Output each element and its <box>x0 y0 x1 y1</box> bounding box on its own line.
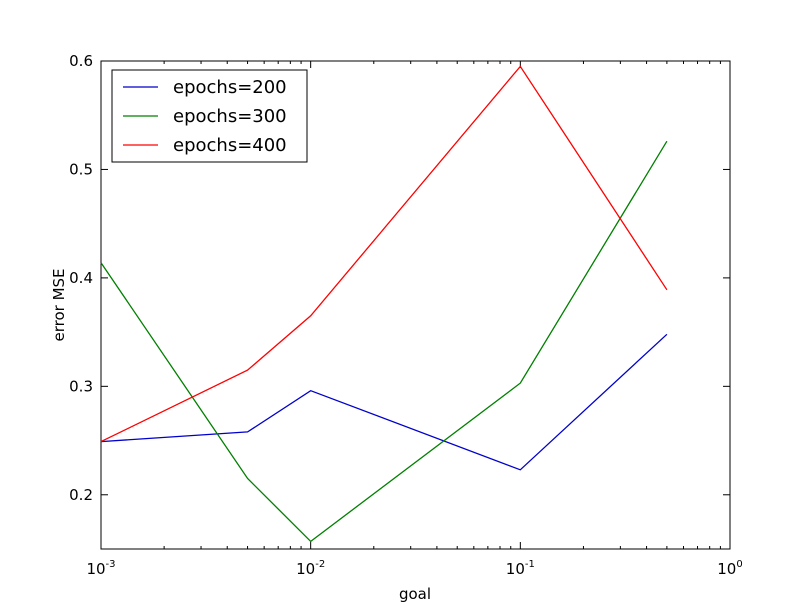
y-tick-label: 0.3 <box>69 377 93 395</box>
y-tick-label: 0.4 <box>69 269 93 287</box>
x-tick-label-exponent: 0 <box>736 559 742 570</box>
legend: epochs=200 epochs=300 epochs=400 <box>111 69 308 163</box>
x-tick-label-base: 10 <box>506 560 525 578</box>
y-axis-label: error MSE <box>50 268 68 341</box>
x-tick-label: 100 <box>717 559 742 578</box>
legend-label: epochs=200 <box>173 77 287 98</box>
series-line <box>100 140 668 543</box>
y-tick-label: 0.6 <box>69 52 93 70</box>
series-line <box>100 333 668 471</box>
x-tick-label-base: 10 <box>717 560 736 578</box>
x-tick-label-exponent: -1 <box>525 559 535 570</box>
series-lines <box>100 65 668 543</box>
x-tick-label: 10-1 <box>506 559 535 578</box>
x-tick-label: 10-2 <box>296 559 325 578</box>
x-tick-label-exponent: -2 <box>315 559 325 570</box>
x-tick-label-base: 10 <box>296 560 315 578</box>
y-tick-label: 0.5 <box>69 160 93 178</box>
x-tick-label-base: 10 <box>86 560 105 578</box>
legend-label: epochs=300 <box>173 106 287 127</box>
x-axis-label: goal <box>399 585 431 603</box>
legend-label: epochs=400 <box>173 135 287 156</box>
x-tick-label: 10-3 <box>86 559 115 578</box>
series-line <box>100 65 668 443</box>
x-tick-label-exponent: -3 <box>106 559 116 570</box>
y-tick-label: 0.2 <box>69 486 93 504</box>
